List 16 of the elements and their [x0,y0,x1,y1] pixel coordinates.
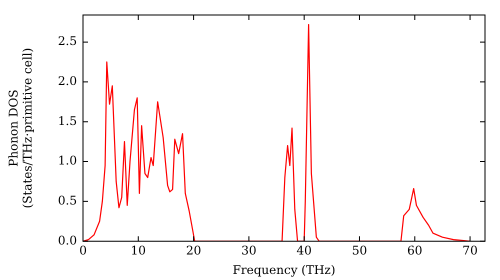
x-tick-label: 40 [296,244,312,258]
x-tick-label: 60 [407,244,422,258]
x-tick-label: 70 [462,244,478,258]
x-tick-label: 30 [241,244,257,258]
y-axis-title: Phonon DOS (States/THz·primitive cell) [6,48,35,208]
y-tick-label: 0.0 [58,233,77,248]
y-tick-label: 1.0 [58,154,77,168]
y-tick-label: 0.5 [58,194,77,208]
x-tick-label: 10 [130,244,146,258]
x-tick-label: 20 [186,244,202,258]
x-tick-label: 50 [352,244,368,258]
x-tick-label: 0 [79,244,87,258]
y-tick-label: 2.5 [58,34,77,48]
y-tick-label: 1.5 [58,114,77,128]
x-axis-title: Frequency (THz) [232,262,336,277]
y-tick-label: 2.0 [58,74,77,88]
